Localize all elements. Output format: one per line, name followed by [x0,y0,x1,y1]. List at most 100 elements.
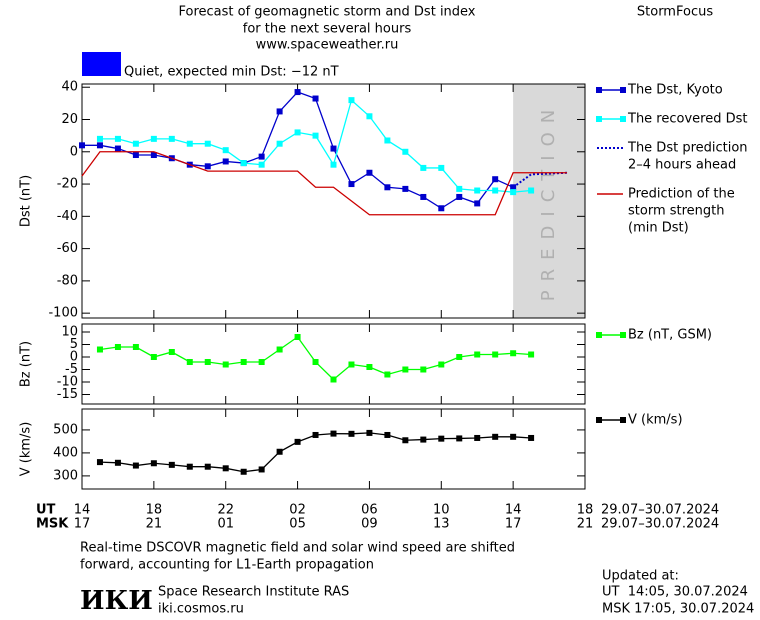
series-marker [204,463,211,470]
series-marker [168,135,175,142]
x-tick-label: 21 [577,517,594,532]
series-line [81,151,568,216]
series-marker [96,142,103,149]
brand: StormFocus [637,5,713,20]
x-tick-label: 18 [146,503,163,518]
series-marker [528,351,535,358]
x-tick-label: 17 [74,517,91,532]
series-marker [186,359,193,365]
series-marker [330,430,337,437]
series-marker [402,148,409,155]
x-row-name: MSK [36,517,69,532]
footer-note: Real-time DSCOVR magnetic field and sola… [80,541,515,556]
series-marker [456,185,463,192]
x-tick-label: 10 [433,503,450,518]
x-row-date: 29.07–30.07.2024 [601,517,719,532]
legend-label: V (km/s) [628,413,683,428]
legend-marker [596,116,602,122]
series-marker [150,152,157,159]
legend-label: Prediction of the [628,187,735,202]
series-marker [510,184,517,191]
series-marker [114,135,121,142]
series-marker [510,433,517,440]
y-axis-label: Dst (nT) [19,175,34,227]
series-marker [276,448,283,455]
series-marker [132,152,139,159]
series-marker [492,187,499,194]
series-marker [438,435,445,442]
x-tick-label: 06 [361,503,378,518]
series-marker [312,132,319,139]
series-marker [96,459,103,466]
series-marker [474,187,481,194]
legend-label: 2–4 hours ahead [628,158,736,173]
series-marker [438,164,445,171]
series-marker [348,97,355,104]
series-marker [132,462,139,469]
x-tick-label: 05 [289,517,306,532]
series-marker [474,351,481,358]
legend-marker [620,116,626,122]
logo: ИКИ [80,586,153,616]
series-marker [366,169,373,176]
legend-marker [596,417,602,423]
updated-ut: UT 14:05, 30.07.2024 [602,585,748,600]
y-tick-label: 0 [70,144,78,159]
footer-note: forward, accounting for L1-Earth propaga… [80,558,374,573]
series-marker [330,145,337,152]
legend-label: The Dst, Kyoto [627,83,723,98]
series-marker [510,189,517,196]
series-marker [96,135,103,142]
series-marker [438,361,445,368]
series-marker [240,359,247,365]
series-marker [276,108,283,115]
series-marker [168,349,175,355]
legend-label: storm strength [628,204,725,219]
series-marker [402,437,409,444]
series-marker [204,140,211,147]
series-marker [294,438,301,445]
status-swatch [82,52,121,76]
series-marker [456,435,463,442]
series-marker [294,334,301,340]
prediction-label: PREDICTION [538,101,559,301]
y-tick-label: 20 [61,112,78,127]
y-tick-label: 10 [61,325,78,340]
series-marker [294,129,301,136]
series-marker [420,193,427,200]
series-marker [258,359,265,365]
legend-marker [620,87,626,93]
legend-marker [596,87,602,93]
series-marker [456,354,463,360]
x-tick-label: 18 [577,503,594,518]
series-marker [79,142,85,149]
y-tick-label: 400 [53,445,78,460]
series-marker [258,466,265,473]
y-axis-label: V (km/s) [19,422,34,477]
series-marker [456,193,463,200]
series-marker [186,140,193,147]
series-marker [132,344,139,350]
series-marker [438,205,445,212]
y-tick-label: -40 [57,209,78,224]
series-marker [222,158,229,165]
series-marker [420,164,427,171]
series-marker [294,89,301,96]
y-tick-label: -20 [57,177,78,192]
status-label: Quiet, expected min Dst: −12 nT [124,65,339,80]
x-row-name: UT [36,503,56,518]
x-tick-label: 17 [505,517,522,532]
y-tick-label: 5 [70,337,78,352]
series-marker [114,344,121,350]
series-marker [132,140,139,147]
series-marker [276,140,283,147]
series-marker [258,161,265,168]
x-tick-label: 21 [146,517,163,532]
title-line: for the next several hours [243,22,412,37]
series-marker [114,145,121,152]
institute: Space Research Institute RAS [158,585,349,600]
series-marker [348,430,355,437]
series-marker [492,176,499,183]
